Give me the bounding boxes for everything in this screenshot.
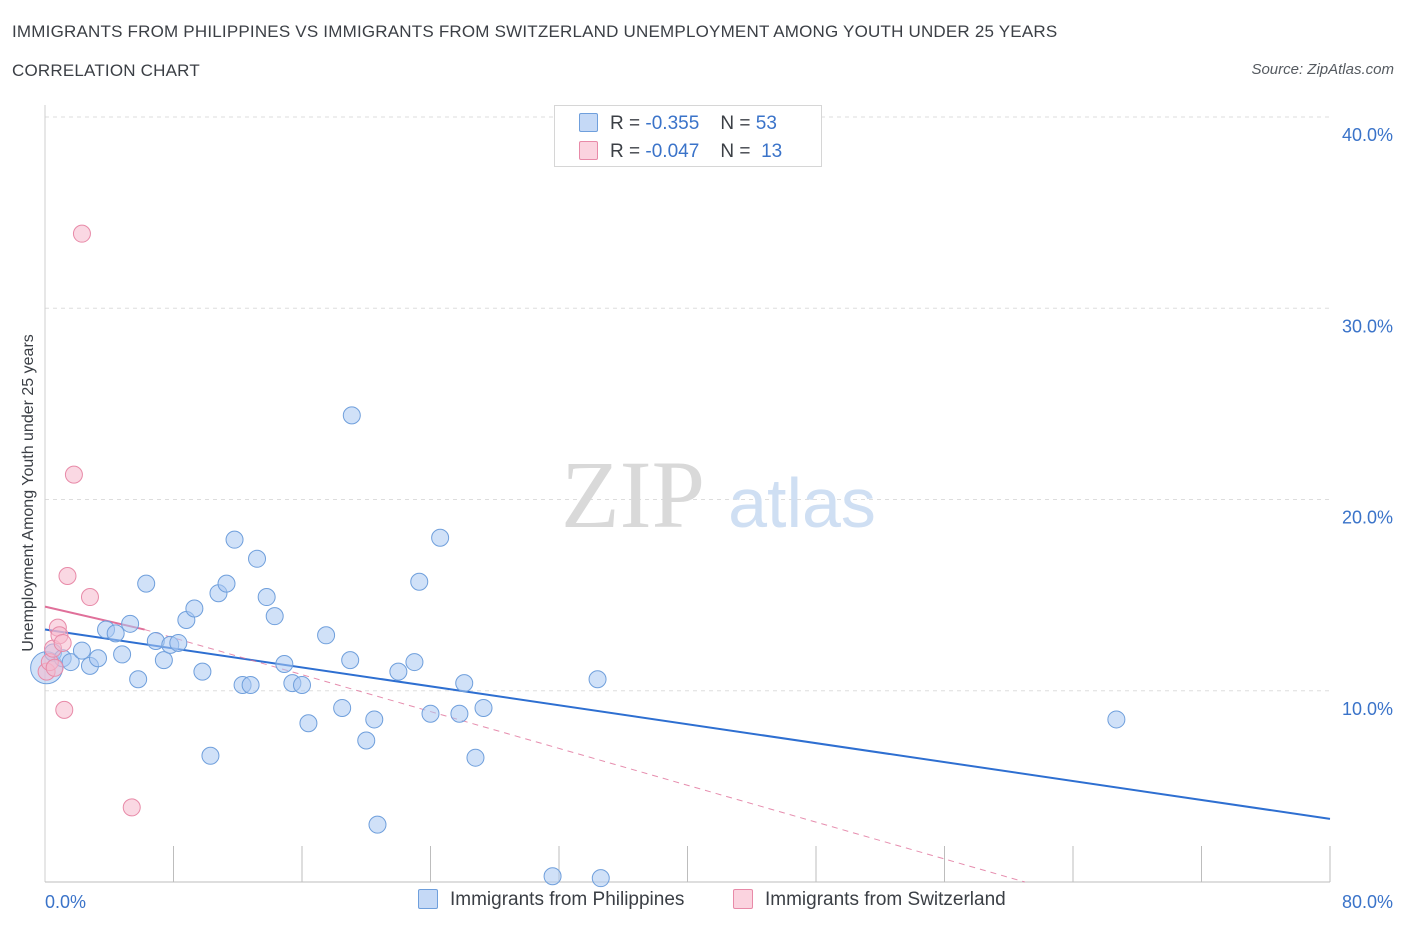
point-philippines (368, 815, 387, 834)
switzerland-swatch-icon (579, 141, 598, 160)
point-philippines (121, 614, 140, 633)
point-switzerland (80, 588, 99, 607)
point-switzerland (122, 798, 141, 817)
point-philippines (72, 641, 91, 660)
y-tick-label: 40.0% (1342, 125, 1393, 145)
y-axis-label: Unemployment Among Youth under 25 years (20, 334, 37, 652)
point-philippines (410, 572, 429, 591)
chart-title: IMMIGRANTS FROM PHILIPPINES VS IMMIGRANT… (12, 22, 1058, 41)
point-philippines (185, 599, 204, 618)
point-philippines (89, 649, 108, 668)
y-tick-label: 10.0% (1342, 699, 1393, 719)
y-tick-label: 30.0% (1342, 316, 1393, 336)
legend-r-value-philippines: -0.355 (645, 113, 700, 134)
correlation-legend: R = -0.355 N = 53 R = -0.047 N = 13 (554, 105, 822, 167)
grid-lines (45, 116, 1330, 692)
x-tick-label: 80.0% (1342, 892, 1393, 912)
point-philippines (431, 528, 450, 547)
point-philippines (169, 633, 188, 652)
point-philippines (113, 645, 132, 664)
watermark-zip: ZIP (561, 441, 705, 548)
x-tick-label: 0.0% (45, 892, 86, 912)
tick-labels: 10.0% 20.0% 30.0% 40.0% 0.0% 80.0% (45, 125, 1393, 912)
y-tick-label: 20.0% (1342, 508, 1393, 528)
trendline-philippines (44, 628, 1331, 820)
point-philippines (543, 867, 562, 886)
axes (44, 105, 1331, 883)
trendlines (44, 605, 1331, 883)
point-philippines (193, 662, 212, 681)
point-philippines (341, 651, 360, 670)
point-philippines (333, 698, 352, 717)
legend-r-label: R = (610, 113, 641, 134)
point-philippines (474, 698, 493, 717)
philippines-swatch-icon (579, 113, 598, 132)
point-philippines (217, 574, 236, 593)
point-philippines (61, 653, 80, 672)
point-philippines (225, 530, 244, 549)
point-philippines (299, 714, 318, 733)
legend-r-value-switzerland: -0.047 (645, 141, 700, 162)
point-philippines (106, 624, 125, 643)
philippines-legend-icon (418, 889, 438, 909)
point-philippines (154, 651, 173, 670)
data-points (30, 224, 1126, 888)
source-label: Source: ZipAtlas.com (1251, 61, 1394, 78)
point-switzerland (58, 567, 77, 585)
point-philippines (1107, 710, 1126, 729)
bottom-legend-label-switzerland: Immigrants from Switzerland (765, 889, 1006, 910)
point-philippines (466, 748, 485, 767)
point-philippines (129, 670, 148, 689)
bottom-legend-switzerland: Immigrants from Switzerland (733, 889, 1006, 911)
point-philippines (275, 654, 294, 673)
watermark-atlas: atlas (728, 464, 876, 542)
point-switzerland (64, 465, 83, 484)
trendline-switzerland-dashed (144, 629, 1025, 883)
point-philippines (257, 588, 276, 607)
point-switzerland (53, 633, 72, 652)
point-philippines (450, 704, 469, 723)
legend-row-philippines: R = -0.355 N = 53 (579, 113, 777, 137)
point-philippines (137, 574, 156, 593)
point-philippines (365, 710, 384, 729)
legend-n-value-philippines: 53 (755, 113, 777, 134)
point-philippines (421, 704, 440, 723)
point-switzerland (72, 224, 91, 243)
point-philippines (265, 607, 284, 626)
point-philippines (293, 676, 311, 695)
point-philippines (588, 670, 607, 689)
switzerland-legend-icon (733, 889, 753, 909)
point-switzerland (55, 700, 74, 719)
point-philippines (248, 549, 267, 568)
legend-n-value-switzerland: 13 (761, 141, 783, 162)
point-philippines (405, 653, 424, 672)
legend-row-switzerland: R = -0.047 N = 13 (579, 141, 782, 165)
point-philippines (389, 662, 408, 681)
legend-n-label: N = (720, 141, 751, 162)
point-philippines (591, 869, 610, 888)
legend-n-label: N = (720, 113, 751, 134)
point-philippines (455, 674, 474, 693)
point-philippines (241, 676, 260, 695)
bottom-legend-label-philippines: Immigrants from Philippines (450, 889, 685, 910)
point-philippines (201, 746, 220, 765)
point-philippines (342, 406, 361, 425)
point-switzerland (45, 658, 64, 677)
bottom-legend-philippines: Immigrants from Philippines (418, 889, 684, 911)
point-philippines (357, 731, 376, 750)
point-philippines (317, 626, 336, 645)
legend-r-label: R = (610, 141, 641, 162)
chart-subtitle: CORRELATION CHART (12, 61, 200, 80)
watermark: ZIP atlas (561, 441, 876, 548)
